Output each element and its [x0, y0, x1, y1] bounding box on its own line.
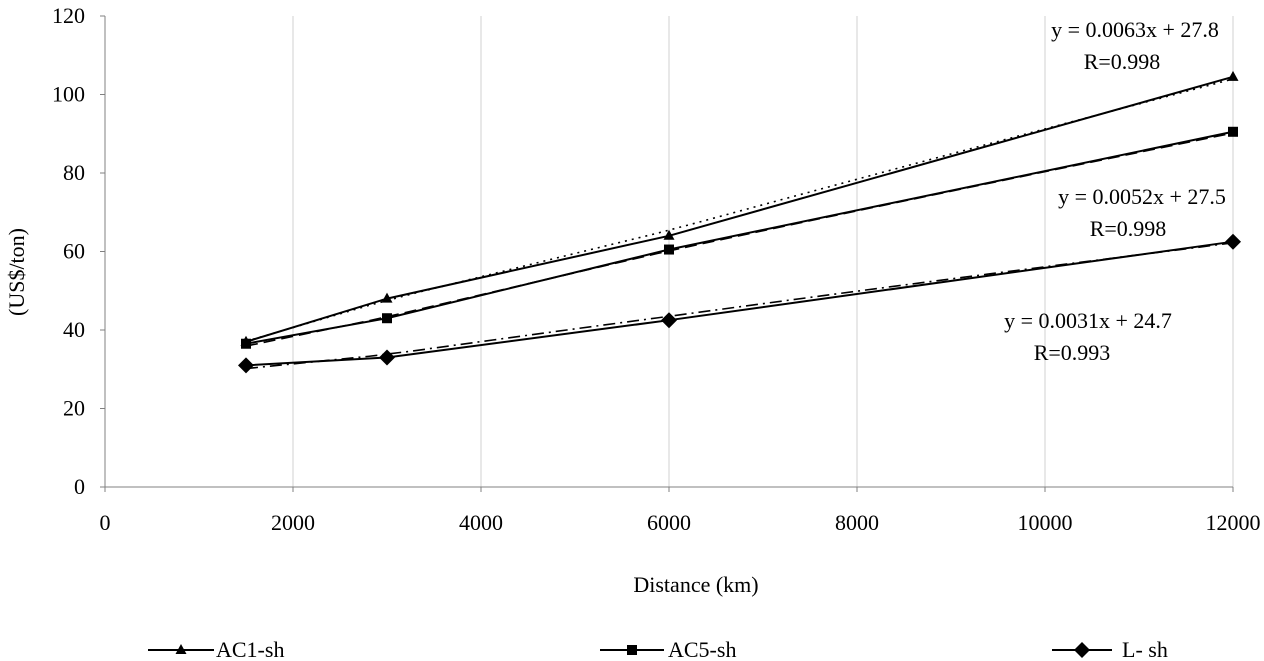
series-line-2: [245, 130, 1234, 345]
axes: [100, 15, 1234, 492]
x-tick-label: 12000: [1206, 510, 1261, 535]
legend-label-ac1: AC1-sh: [216, 637, 284, 661]
legend-label-ac5: AC5-sh: [668, 637, 736, 661]
annotation-eq-ac5: y = 0.0052x + 27.5: [1058, 184, 1226, 209]
x-tick-label: 4000: [459, 510, 503, 535]
legend-marker-triangle: [175, 644, 187, 654]
data-point-triangle: [381, 292, 393, 303]
x-tick-label: 10000: [1018, 510, 1073, 535]
legend-label-l: L- sh: [1122, 637, 1168, 661]
x-tick-label: 6000: [647, 510, 691, 535]
tick-labels: 0 2000 4000 6000 8000 10000 12000 0 20 40 60 80 100 1…: [52, 3, 1261, 535]
data-point-square: [1228, 126, 1238, 137]
annotation-eq-l: y = 0.0031x + 24.7: [1004, 308, 1172, 333]
grid: [292, 16, 1234, 487]
y-tick-label: 100: [52, 82, 85, 107]
y-tick-label: 60: [63, 239, 85, 264]
legend-marker-diamond: [1074, 642, 1090, 658]
x-tick-label: 0: [100, 510, 111, 535]
y-tick-label: 0: [74, 474, 85, 499]
series-line-1: [245, 75, 1234, 343]
legend-point-square: [627, 645, 637, 655]
y-tick-label: 120: [52, 3, 85, 28]
data-point-square: [241, 338, 251, 349]
y-tick-label: 20: [63, 396, 85, 421]
legend-item-ac5: AC5-sh: [600, 637, 736, 661]
y-tick-label: 80: [63, 160, 85, 185]
y-axis-title: (US$/ton): [4, 228, 29, 316]
legend-item-l: L- sh: [1052, 637, 1168, 661]
legend-item-ac1: AC1-sh: [148, 637, 284, 661]
data-point-square: [664, 244, 674, 255]
data-point-triangle: [663, 229, 675, 240]
equation-annotations: y = 0.0063x + 27.8 R=0.998 y = 0.0052x +…: [1004, 17, 1226, 365]
data-point-diamond: [1225, 233, 1241, 250]
legend-marker-square: [627, 645, 637, 655]
data-point-triangle: [1227, 70, 1239, 81]
x-tick-label: 2000: [271, 510, 315, 535]
series-line-3: [245, 240, 1234, 367]
annotation-r-ac5: R=0.998: [1090, 216, 1167, 241]
legend-point-triangle: [175, 644, 187, 654]
series: [238, 70, 1241, 374]
legend-point-diamond: [1074, 642, 1090, 658]
annotation-eq-ac1: y = 0.0063x + 27.8: [1051, 17, 1219, 42]
data-point-diamond: [238, 357, 254, 374]
x-axis-title: Distance (km): [633, 572, 758, 597]
x-tick-label: 8000: [835, 510, 879, 535]
trendline-3: [245, 242, 1234, 370]
annotation-r-l: R=0.993: [1034, 340, 1111, 365]
annotation-r-ac1: R=0.998: [1084, 49, 1161, 74]
data-point-square: [382, 313, 392, 324]
data-point-diamond: [379, 349, 395, 366]
y-tick-label: 40: [63, 317, 85, 342]
data-point-diamond: [661, 312, 677, 329]
legend: AC1-sh AC5-sh L- sh: [148, 637, 1168, 661]
